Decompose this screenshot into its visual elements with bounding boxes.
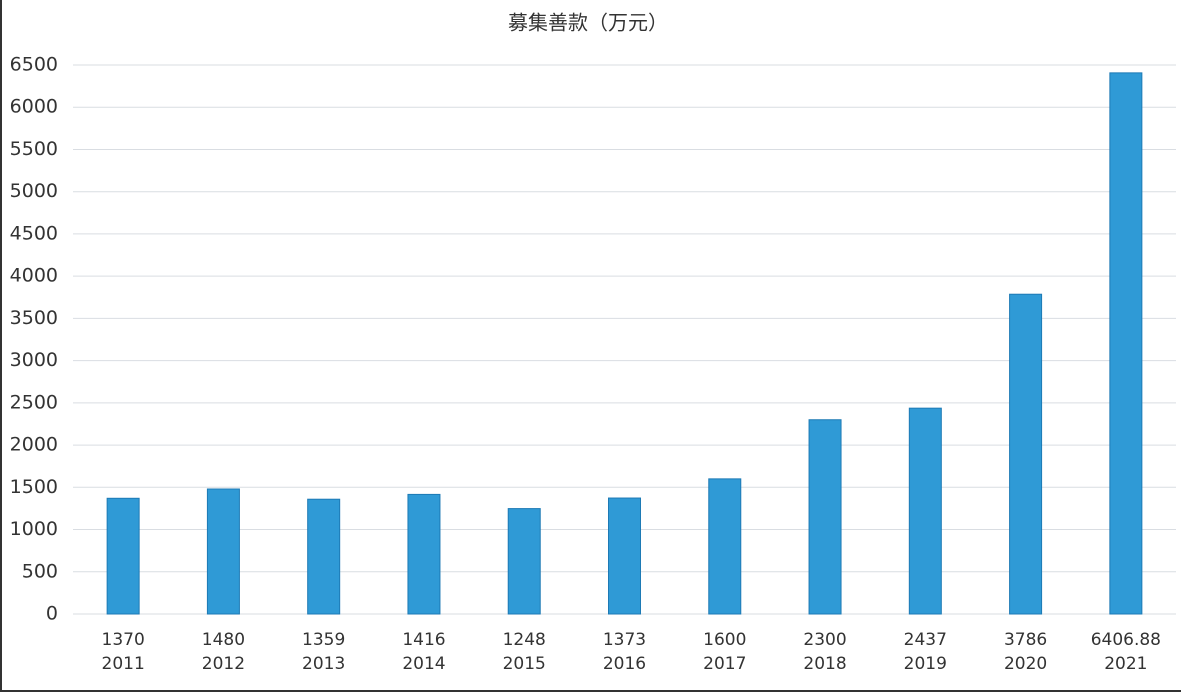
- bar: [206, 488, 240, 615]
- y-tick-label: 2500: [10, 391, 58, 413]
- chart-title: 募集善款（万元）: [508, 11, 668, 35]
- y-tick-label: 5000: [10, 180, 58, 202]
- x-tick-label: 2019: [904, 654, 947, 674]
- bar: [808, 419, 842, 615]
- value-label: 1370: [102, 630, 145, 650]
- x-tick-label: 2016: [603, 654, 646, 674]
- x-tick-label: 2015: [503, 654, 546, 674]
- x-tick-label: 2013: [302, 654, 345, 674]
- value-label: 1416: [402, 630, 445, 650]
- y-tick-label: 4500: [10, 222, 58, 244]
- value-label: 2437: [904, 630, 947, 650]
- x-tick-label: 2011: [102, 654, 145, 674]
- value-label: 1480: [202, 630, 245, 650]
- y-tick-label: 2000: [10, 434, 58, 456]
- y-tick-label: 0: [46, 603, 58, 625]
- bar: [908, 407, 942, 615]
- x-tick-label: 2020: [1004, 654, 1047, 674]
- value-label: 6406.88: [1091, 630, 1161, 650]
- value-label: 1359: [302, 630, 345, 650]
- y-tick-label: 500: [22, 560, 58, 582]
- bar: [307, 498, 341, 615]
- y-tick-label: 5500: [10, 138, 58, 160]
- y-tick-label: 4000: [10, 265, 58, 287]
- y-tick-label: 1000: [10, 518, 58, 540]
- value-label: 3786: [1004, 630, 1047, 650]
- value-label: 1600: [703, 630, 746, 650]
- bar: [1009, 293, 1043, 615]
- bar: [106, 497, 140, 615]
- y-tick-label: 1500: [10, 476, 58, 498]
- y-tick-label: 6000: [10, 96, 58, 118]
- bar: [507, 508, 541, 615]
- x-tick-label: 2017: [703, 654, 746, 674]
- bar: [708, 478, 742, 615]
- bar: [608, 497, 641, 615]
- x-tick-label: 2012: [202, 654, 245, 674]
- value-label: 1373: [603, 630, 646, 650]
- x-tick-label: 2014: [402, 654, 445, 674]
- y-tick-label: 3000: [10, 349, 58, 371]
- value-label: 1248: [503, 630, 546, 650]
- value-label: 2300: [803, 630, 846, 650]
- x-tick-label: 2018: [803, 654, 846, 674]
- y-tick-label: 3500: [10, 307, 58, 329]
- bar: [1109, 72, 1143, 615]
- x-tick-label: 2021: [1104, 654, 1147, 674]
- y-tick-label: 6500: [10, 54, 58, 76]
- bar: [407, 493, 441, 615]
